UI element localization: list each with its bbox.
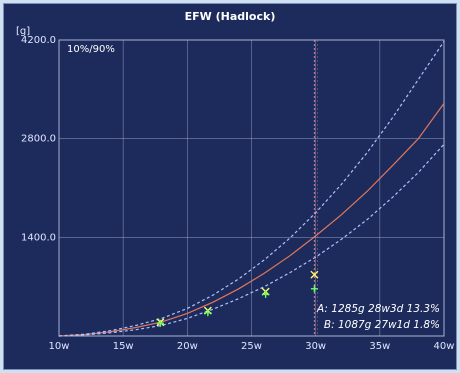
marker-b-point <box>310 285 318 293</box>
y-tick-label: 2800.0 <box>21 134 56 145</box>
x-tick-label: 35w <box>369 341 390 352</box>
cursor-layer <box>313 40 318 336</box>
annotation-a: A: 1285g 28w3d 13.3% <box>316 303 440 315</box>
marker-b-point <box>262 290 270 298</box>
p10-curve <box>58 143 445 337</box>
y-axis-unit: [g] <box>16 26 30 37</box>
y-tick-label: 4200.0 <box>21 35 56 46</box>
marker-b-point <box>156 319 164 327</box>
x-tick-label: 15w <box>113 341 134 352</box>
efw-hadlock-chart: EFW (Hadlock) [g] 10%/90% 10w 15w 20w 25… <box>4 4 456 369</box>
median-curve <box>58 103 445 337</box>
marker-b-point <box>204 309 212 317</box>
annotation-b: B: 1087g 27w1d 1.8% <box>324 319 440 331</box>
y-axis-ticks: 1400.0 2800.0 4200.0 <box>21 35 56 243</box>
chart-title: EFW (Hadlock) <box>185 10 276 23</box>
chart-background <box>4 4 456 369</box>
curve-layer <box>58 41 445 337</box>
x-tick-label: 10w <box>49 341 70 352</box>
x-axis-ticks: 10w 15w 20w 25w 30w 35w 40w <box>49 341 455 352</box>
x-tick-label: 20w <box>177 341 198 352</box>
x-tick-label: 40w <box>434 341 455 352</box>
chart-panel: EFW (Hadlock) [g] 10%/90% 10w 15w 20w 25… <box>3 3 457 370</box>
x-tick-label: 25w <box>241 341 262 352</box>
marker-a-point <box>310 270 319 279</box>
grid-lines <box>58 39 445 336</box>
measurement-markers <box>156 270 319 327</box>
y-tick-label: 1400.0 <box>21 232 56 243</box>
x-tick-label: 30w <box>305 341 326 352</box>
marker-a-stroke <box>310 270 319 279</box>
percentile-label: 10%/90% <box>67 44 115 55</box>
